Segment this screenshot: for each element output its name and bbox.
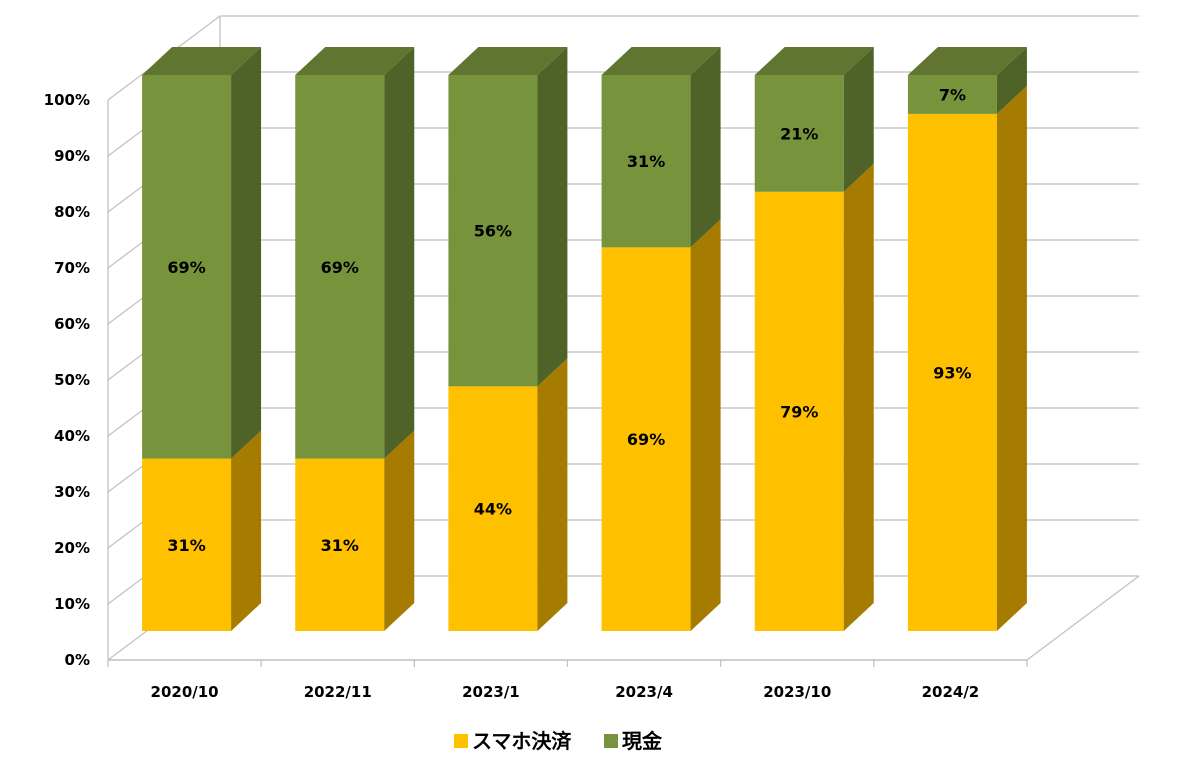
bar-segment-side xyxy=(843,47,874,192)
bar-segment-front xyxy=(142,75,232,459)
bar-top-face xyxy=(448,47,568,75)
bar-segment-front xyxy=(907,75,997,114)
bar-segment-front xyxy=(142,458,232,631)
y-tick-label: 40% xyxy=(54,427,90,445)
chart-bars xyxy=(142,47,1027,632)
chart-axes: 0% 10% 20% 30% 40% 50% 60% 70% 80% 90% 100% 2020/10… xyxy=(44,91,1028,701)
y-tick-label: 90% xyxy=(54,147,90,165)
y-tick-label: 60% xyxy=(54,315,90,333)
bar-top-face xyxy=(601,47,721,75)
y-tick-label: 30% xyxy=(54,483,90,501)
bar-segment-front xyxy=(601,75,691,248)
y-tick-label: 0% xyxy=(65,651,90,669)
x-category-label: 2023/10 xyxy=(763,683,831,701)
bar-top-face xyxy=(907,47,1027,75)
data-label: 79% xyxy=(780,402,818,421)
data-label: 31% xyxy=(167,536,205,555)
floor-right-edge xyxy=(1026,575,1140,661)
bar-top-face xyxy=(754,47,874,75)
y-tick-label: 70% xyxy=(54,259,90,277)
data-label: 93% xyxy=(933,363,971,382)
bar-top-face xyxy=(295,47,415,75)
y-tick-label: 20% xyxy=(54,539,90,557)
bar-segment-front xyxy=(754,191,844,631)
legend-entry: 現金 xyxy=(604,729,663,753)
x-category-label: 2020/10 xyxy=(151,683,219,701)
y-tick-label: 50% xyxy=(54,371,90,389)
x-category-label: 2022/11 xyxy=(304,683,372,701)
x-category-label: 2023/1 xyxy=(462,683,520,701)
data-label: 69% xyxy=(321,258,359,277)
bar-segment-side xyxy=(690,47,721,248)
bar-top-face xyxy=(142,47,262,75)
bar-segment-side xyxy=(537,47,568,387)
data-label: 44% xyxy=(474,500,512,519)
data-label: 31% xyxy=(321,536,359,555)
bar-segment-side xyxy=(996,85,1027,632)
bar-segment-side xyxy=(384,430,415,631)
data-label: 69% xyxy=(167,258,205,277)
y-tick-label: 100% xyxy=(44,91,90,109)
bar-segment-side xyxy=(843,163,874,631)
legend-label: スマホ決済 xyxy=(472,729,572,753)
bar-segment-side xyxy=(996,47,1027,114)
bar-segment-side xyxy=(537,358,568,631)
bar-segment-side xyxy=(231,47,262,459)
x-category-label: 2024/2 xyxy=(922,683,980,701)
data-label: 69% xyxy=(627,430,665,449)
bar-segment-side xyxy=(690,219,721,632)
bar-segment-front xyxy=(907,113,997,632)
x-category-label: 2023/4 xyxy=(615,683,673,701)
y-tick-label: 10% xyxy=(54,595,90,613)
legend-label: 現金 xyxy=(622,729,663,753)
bar-segment-front xyxy=(448,386,538,631)
data-label: 31% xyxy=(627,152,665,171)
bar-segment-front xyxy=(754,75,844,192)
chart-data-labels: 31% 69% 31% 69% 44% 56% 69% 31% 79% 21% 93% 7% xyxy=(167,85,971,554)
bar-segment-side xyxy=(384,47,415,459)
legend-swatch xyxy=(454,734,468,748)
bar-segment-side xyxy=(231,430,262,631)
data-label: 7% xyxy=(939,85,966,104)
data-label: 21% xyxy=(780,124,818,143)
bar-segment-front xyxy=(601,247,691,632)
legend-entry: スマホ決済 xyxy=(454,729,572,753)
bar-segment-front xyxy=(295,75,385,459)
y-tick-label: 80% xyxy=(54,203,90,221)
bar-segment-front xyxy=(448,75,538,387)
legend-swatch xyxy=(604,734,618,748)
data-label: 56% xyxy=(474,222,512,241)
chart-legend: スマホ決済 現金 xyxy=(454,729,663,753)
bar-segment-front xyxy=(295,458,385,631)
